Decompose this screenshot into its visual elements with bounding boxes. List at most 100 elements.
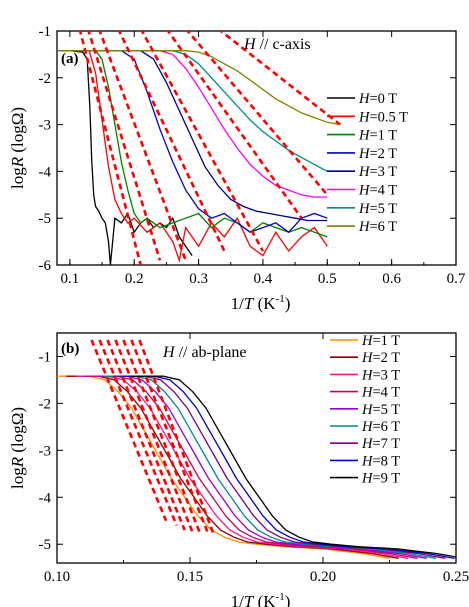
x-axis-label-unit: (K: [253, 294, 276, 313]
x-axis-label-unit: (K: [253, 592, 276, 607]
legend-var: H: [361, 471, 374, 487]
series-line-5: [57, 50, 328, 172]
legend-value: =6 T: [369, 219, 397, 235]
y-tick-label: -3: [39, 443, 52, 459]
x-tick-label: 0.1: [60, 271, 79, 287]
series-line-6: [57, 50, 341, 126]
legend-var: H: [361, 367, 374, 383]
fit-line: [130, 339, 210, 536]
fit-line: [185, 31, 329, 196]
series-line-0.5: [57, 50, 328, 263]
panel-b: 0.10 0.15 0.20 0.25-1-2-3-4-51/T (K-1)logR …: [8, 332, 469, 607]
y-axis-label: logR (logΩ): [8, 107, 27, 189]
x-tick-label: 0.2: [125, 271, 144, 287]
legend-var: H: [361, 385, 374, 401]
series-line-4: [57, 50, 328, 198]
fit-line: [166, 31, 303, 219]
fit-line: [98, 339, 178, 526]
fit-line: [140, 31, 265, 252]
legend-label-2: H=2 T: [358, 146, 397, 162]
legend-var: H: [358, 91, 371, 107]
x-tick-label: 0.10: [44, 569, 70, 585]
y-tick-label: -4: [39, 164, 52, 180]
legend-label-5: H=5 T: [361, 402, 400, 418]
y-axis-label-var: R: [8, 156, 27, 168]
legend-label-4: H=4 T: [361, 385, 400, 401]
legend-label-6: H=6 T: [358, 219, 397, 235]
y-tick-label: -2: [39, 71, 52, 87]
legend-label-1: H=1 T: [358, 128, 397, 144]
legend-value: =5 T: [369, 201, 397, 217]
fit-line: [106, 339, 186, 531]
series-line-0: [57, 50, 193, 265]
legend-value: =2 T: [369, 146, 397, 162]
fit-line: [98, 31, 187, 261]
legend-label-3: H=3 T: [358, 164, 397, 180]
legend-var: H: [358, 109, 371, 125]
legend-var: H: [358, 219, 371, 235]
legend-value: =6 T: [372, 419, 400, 435]
legend-var: H: [361, 419, 374, 435]
field-direction-note: H // ab-plane: [162, 344, 247, 361]
y-tick-label: -4: [39, 490, 52, 506]
x-tick-label: 0.20: [310, 569, 336, 585]
legend-var: H: [361, 333, 374, 349]
note-text: // ab-plane: [175, 344, 247, 361]
legend-var: H: [358, 183, 371, 199]
legend-value: =4 T: [372, 385, 400, 401]
y-axis-label: logR (logΩ): [8, 407, 27, 489]
plot-area: [57, 31, 341, 265]
legend-label-3: H=3 T: [361, 367, 400, 383]
y-tick-label: -1: [39, 349, 52, 365]
legend-value: =1 T: [372, 333, 400, 349]
legend: H=0 TH=0.5 TH=1 TH=2 TH=3 TH=4 TH=5 TH=6…: [327, 91, 408, 235]
y-tick-label: -6: [39, 258, 52, 274]
legend-var: H: [358, 201, 371, 217]
x-axis-label-var: T: [244, 294, 255, 313]
legend-value: =2 T: [372, 350, 400, 366]
fit-line: [122, 339, 202, 536]
x-tick-label: 0.6: [382, 271, 401, 287]
legend-var: H: [358, 146, 371, 162]
legend-label-7: H=7 T: [361, 436, 400, 452]
x-axis-label: 1/T (K-1): [231, 293, 291, 313]
fit-line: [90, 339, 168, 522]
y-tick-label: -3: [39, 118, 52, 134]
legend-label-5: H=5 T: [358, 201, 397, 217]
y-tick-label: -5: [39, 537, 52, 553]
x-axis-label-close: ): [285, 294, 291, 313]
legend-label-0: H=0 T: [358, 91, 397, 107]
plot-frame: [56, 30, 457, 266]
x-axis-label-prefix: 1/: [231, 294, 245, 313]
legend-value: =1 T: [369, 128, 397, 144]
series-line-3: [57, 50, 328, 222]
fit-line: [78, 31, 142, 265]
x-tick-label: 0.7: [447, 271, 466, 287]
x-axis-label-var: T: [244, 592, 255, 607]
legend-var: H: [361, 402, 374, 418]
legend-value: =3 T: [372, 367, 400, 383]
legend-value: =8 T: [372, 453, 400, 469]
legend-label-4: H=4 T: [358, 183, 397, 199]
x-tick-label: 0.5: [318, 271, 337, 287]
legend-var: H: [358, 128, 371, 144]
legend-value: =9 T: [372, 471, 400, 487]
y-tick-label: -5: [39, 211, 52, 227]
legend-value: =5 T: [372, 402, 400, 418]
legend-value: =0.5 T: [369, 109, 408, 125]
x-axis-label-close: ): [285, 592, 291, 607]
legend-label-8: H=8 T: [361, 453, 400, 469]
legend-label-0.5: H=0.5 T: [358, 109, 408, 125]
legend: H=1 TH=2 TH=3 TH=4 TH=5 TH=6 TH=7 TH=8 T…: [330, 333, 400, 487]
y-axis-label-var: R: [8, 456, 27, 468]
legend-label-6: H=6 T: [361, 419, 400, 435]
fit-line: [114, 339, 194, 533]
plot-area: [57, 339, 456, 559]
y-axis-label-unit: (logΩ): [8, 107, 27, 157]
fit-line: [87, 31, 162, 261]
y-axis-label-unit: (logΩ): [8, 407, 27, 457]
legend-label-9: H=9 T: [361, 471, 400, 487]
note-var: H: [162, 344, 176, 361]
legend-var: H: [361, 453, 374, 469]
